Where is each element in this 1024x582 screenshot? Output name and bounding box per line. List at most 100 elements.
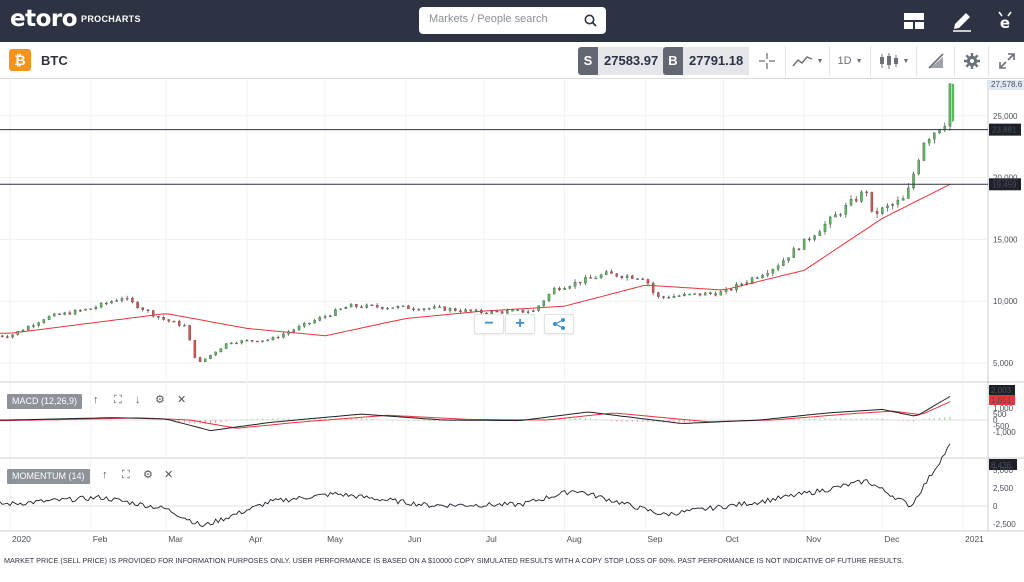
candle-body [469,309,473,312]
candle-body [323,316,327,318]
y-tick-label: 15,000 [993,235,1018,244]
arrow-up-icon[interactable]: ↑ [102,469,108,481]
gear-icon[interactable]: ⚙ [143,469,153,481]
candle-body [756,277,759,279]
candle-body [6,336,9,338]
candle-body [292,329,296,333]
candle-body [99,302,103,308]
candle-body [224,343,228,349]
search-icon[interactable] [584,14,597,27]
instrument-toolbar: ₿ BTC S 27583.97 B 27791.18 ▼ 1D ▼ ▼ [0,42,1024,79]
candle-body [688,293,691,296]
timeframe-dropdown[interactable]: 1D ▼ [829,46,870,76]
macd-histogram-bar [444,420,446,422]
x-tick-label: Jul [486,534,497,544]
logo-subtitle: PROCHARTS [81,14,141,24]
candle-body [53,313,56,317]
candle-body [172,320,176,323]
macd-histogram-bar [866,418,868,420]
candle-body [886,205,889,208]
candle-body [235,342,238,345]
candle-body [214,351,217,356]
candle-body [631,275,634,279]
search-box[interactable] [419,7,606,34]
macd-last-label: 2,003 [991,386,1012,395]
macd-indicator-label[interactable]: MACD (12,26,9) [7,394,83,409]
candle-body [136,301,139,309]
candle-body [63,312,66,315]
candle-body [94,306,98,309]
candle-body [907,187,910,199]
indicators-button[interactable] [916,46,954,76]
arrow-down-icon[interactable]: ↓ [135,394,141,406]
momentum-tick-label: 0 [993,502,998,511]
macd-histogram-bar [183,420,186,423]
candle-body [849,199,853,206]
candle-body [438,306,441,308]
candle-body [271,337,275,341]
macd-histogram-bar [621,420,623,422]
settings-button[interactable] [954,46,988,76]
candle-body [563,288,566,290]
macd-histogram-bar [938,417,941,420]
zoom-out-button[interactable]: − [474,314,504,334]
candle-body [401,305,405,307]
macd-tick-label: 1,000 [993,404,1014,413]
candle-body [615,273,618,277]
macd-histogram-bar [246,419,248,420]
x-tick-label: Mar [168,534,183,544]
macd-histogram-bar [688,420,691,422]
layout-icon[interactable] [902,9,926,33]
close-icon[interactable]: ✕ [177,394,187,406]
maximize-icon[interactable]: ⛶ [122,469,130,481]
buy-price-box[interactable]: B 27791.18 [663,47,750,75]
candle-body [287,331,290,335]
momentum-tick-label: 2,500 [993,484,1014,493]
search-input[interactable] [429,13,579,25]
crosshair-button[interactable] [747,46,785,76]
candle-body [110,301,113,304]
macd-histogram-bar [907,420,909,422]
candle-body [240,340,243,344]
candle-body [917,160,920,175]
etoro-e-icon[interactable]: e [993,9,1017,33]
chevron-down-icon: ▼ [816,57,824,65]
macd-histogram-bar [194,420,196,424]
zoom-in-button[interactable]: + [505,314,535,334]
chart-type-button[interactable]: ▼ [785,46,829,76]
macd-histogram-bar [902,420,904,421]
macd-histogram-bar [840,418,842,420]
candle-body [318,317,322,321]
fullscreen-button[interactable] [988,46,1024,76]
candle-body [834,214,837,218]
maximize-icon[interactable]: ⛶ [114,394,122,406]
share-button[interactable] [544,314,574,334]
macd-histogram-bar [813,418,816,420]
gear-icon[interactable]: ⚙ [155,394,165,406]
momentum-last-label: 8,436 [991,461,1012,470]
candles-button[interactable]: ▼ [870,46,916,76]
candle-body [698,293,702,296]
last-price-label-bg [989,80,1024,90]
candle-body [808,238,811,241]
macd-histogram-bar [668,420,670,423]
candle-body [547,293,551,301]
chevron-down-icon: ▼ [855,57,863,65]
arrow-up-icon[interactable]: ↑ [93,394,99,406]
pencil-icon[interactable] [950,9,974,33]
candle-body [828,216,832,225]
macd-histogram-bar [876,418,878,420]
macd-histogram-bar [949,416,951,420]
indicators-icon [927,53,944,69]
candle-body [370,304,374,307]
close-icon[interactable]: ✕ [164,469,174,481]
x-tick-label: Aug [567,534,582,544]
candle-body [521,309,525,313]
candle-body [620,276,624,278]
sell-price-box[interactable]: S 27583.97 [578,47,665,75]
candle-body [542,300,546,306]
momentum-indicator-label[interactable]: MOMENTUM (14) [7,469,90,484]
etoro-logo[interactable]: etoro PROCHARTS [10,6,141,32]
candle-body [433,306,436,309]
